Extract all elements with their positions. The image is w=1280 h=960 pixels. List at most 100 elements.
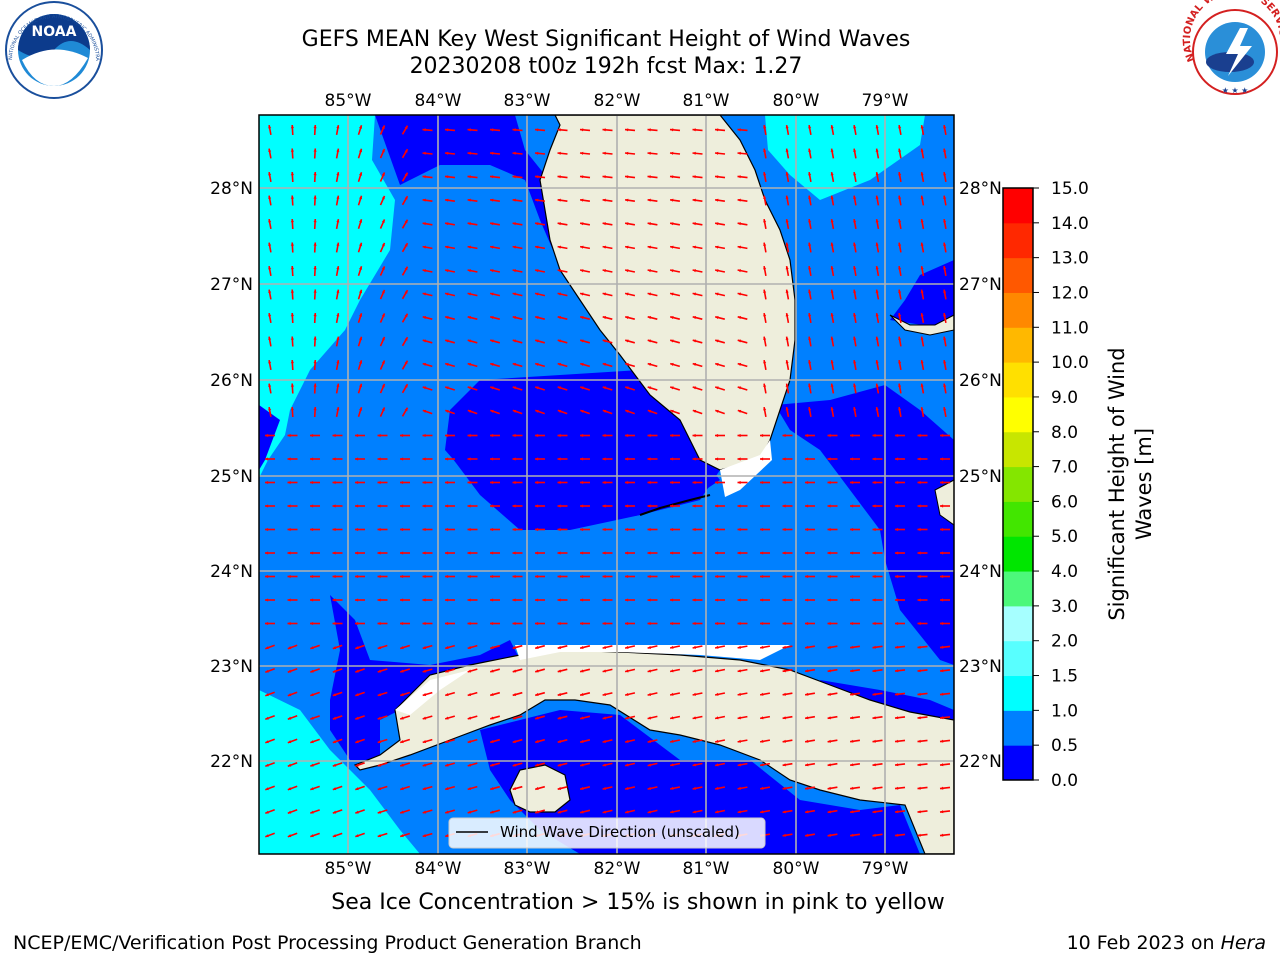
- wind-wave-arrowhead: [875, 148, 879, 152]
- wind-wave-arrowhead: [805, 621, 809, 626]
- wind-wave-arrowhead: [940, 551, 944, 555]
- wind-wave-arrowhead: [490, 574, 494, 579]
- wind-wave-arrowhead: [336, 289, 340, 293]
- colorbar-tick-label: 9.0: [1051, 388, 1078, 408]
- wind-wave-arrowhead: [850, 504, 854, 508]
- wind-wave-arrowhead: [602, 269, 606, 273]
- colorbar-segment: [1003, 292, 1033, 328]
- wind-wave-arrowhead: [737, 786, 741, 790]
- wind-wave-arrowhead: [332, 669, 337, 673]
- wind-wave-arrowhead: [512, 598, 516, 602]
- wind-wave-arrowhead: [336, 336, 340, 340]
- wind-wave-arrowhead: [763, 313, 767, 317]
- wind-wave-arrowhead: [647, 645, 651, 649]
- wind-wave-arrowhead: [557, 621, 561, 626]
- wind-wave-arrowhead: [692, 645, 696, 649]
- lat-label-left: 28°N: [210, 179, 253, 199]
- wind-wave-arrowhead: [715, 786, 719, 790]
- wind-wave-arrowhead: [940, 763, 944, 767]
- wind-wave-arrowhead: [760, 669, 764, 673]
- wind-wave-arrowhead: [647, 316, 652, 320]
- wind-wave-arrowhead: [580, 598, 584, 602]
- wind-wave-arrowhead: [355, 504, 359, 508]
- wind-wave-arrowhead: [535, 409, 539, 413]
- footer-machine: Hera: [1220, 932, 1266, 954]
- wind-wave-arrowhead: [737, 292, 741, 296]
- wind-wave-arrowhead: [670, 339, 674, 343]
- wind-wave-arrowhead: [827, 645, 831, 649]
- wind-wave-arrowhead: [647, 151, 651, 155]
- wind-wave-arrowhead: [872, 810, 876, 814]
- wind-wave-arrowhead: [422, 480, 426, 485]
- wind-wave-arrowhead: [625, 457, 629, 461]
- wind-wave-arrowhead: [580, 574, 584, 579]
- wind-wave-arrowhead: [445, 151, 449, 155]
- wind-wave-arrowhead: [490, 457, 494, 461]
- wind-wave-arrowhead: [287, 646, 292, 650]
- wind-wave-arrowhead: [895, 833, 899, 837]
- wind-wave-arrowhead: [715, 269, 719, 273]
- wind-wave-arrowhead: [422, 504, 426, 508]
- wind-wave-arrowhead: [336, 219, 340, 223]
- wind-wave-arrowhead: [445, 574, 449, 579]
- wind-wave-arrowhead: [467, 433, 471, 438]
- lon-label-top: 81°W: [683, 91, 730, 111]
- wind-wave-arrowhead: [445, 175, 449, 179]
- wind-wave-arrowhead: [377, 669, 382, 673]
- wind-wave-arrowhead: [422, 669, 427, 673]
- wind-wave-arrowhead: [760, 716, 764, 720]
- wind-wave-arrowhead: [580, 504, 584, 508]
- wind-wave-arrowhead: [943, 289, 947, 293]
- wind-wave-arrowhead: [692, 222, 696, 226]
- lat-label-right: 23°N: [959, 657, 1002, 677]
- wind-wave-arrowhead: [557, 763, 562, 767]
- wind-wave-arrowhead: [445, 551, 449, 555]
- wind-wave-arrowhead: [290, 313, 294, 317]
- wind-wave-arrowhead: [310, 433, 314, 438]
- wind-wave-arrowhead: [715, 128, 719, 132]
- wind-wave-arrowhead: [647, 598, 651, 602]
- wind-wave-arrowhead: [313, 336, 317, 340]
- wind-wave-arrowhead: [404, 337, 408, 341]
- wind-wave-arrowhead: [490, 339, 494, 343]
- wind-wave-arrowhead: [490, 480, 494, 485]
- wind-wave-arrowhead: [647, 292, 651, 296]
- wind-wave-arrowhead: [268, 242, 272, 246]
- wind-wave-arrowhead: [535, 551, 539, 555]
- wind-wave-arrowhead: [782, 763, 786, 767]
- wind-wave-arrowhead: [805, 457, 809, 461]
- wind-wave-arrowhead: [287, 621, 291, 626]
- wind-wave-arrowhead: [760, 786, 764, 790]
- wind-wave-arrowhead: [940, 574, 944, 579]
- wind-wave-arrowhead: [737, 222, 741, 226]
- wind-wave-arrowhead: [310, 574, 314, 579]
- wind-wave-arrowhead: [290, 407, 294, 411]
- wind-wave-arrowhead: [625, 339, 629, 343]
- wind-wave-arrowhead: [782, 504, 786, 508]
- wind-wave-arrowhead: [805, 669, 809, 673]
- wind-wave-arrowhead: [381, 313, 385, 317]
- wind-wave-arrowhead: [535, 763, 539, 767]
- wind-wave-arrowhead: [895, 504, 899, 508]
- wind-wave-arrowhead: [760, 763, 764, 767]
- wind-wave-arrowhead: [830, 219, 834, 223]
- nws-logo: NATIONAL WEATHER SERVICE ★ ★ ★: [1182, 0, 1280, 95]
- wind-wave-arrowhead: [355, 551, 359, 555]
- wind-wave-arrowhead: [940, 786, 944, 790]
- lat-label-right: 27°N: [959, 275, 1002, 295]
- wind-wave-arrowhead: [943, 195, 947, 199]
- wind-wave-arrowhead: [737, 763, 741, 767]
- wind-wave-arrowhead: [580, 457, 584, 461]
- colorbar-frame: [1002, 187, 1034, 781]
- wind-wave-arrowhead: [332, 716, 337, 720]
- wind-wave-arrowhead: [580, 739, 584, 743]
- wind-wave-arrowhead: [920, 383, 924, 387]
- wind-wave-arrowhead: [737, 316, 742, 320]
- wind-wave-arrowhead: [535, 645, 539, 649]
- wind-wave-arrowhead: [647, 669, 651, 673]
- wind-wave-arrowhead: [715, 433, 719, 438]
- colorbar-segment: [1003, 605, 1033, 642]
- colorbar-segment: [1003, 327, 1033, 363]
- wind-wave-arrowhead: [692, 362, 697, 366]
